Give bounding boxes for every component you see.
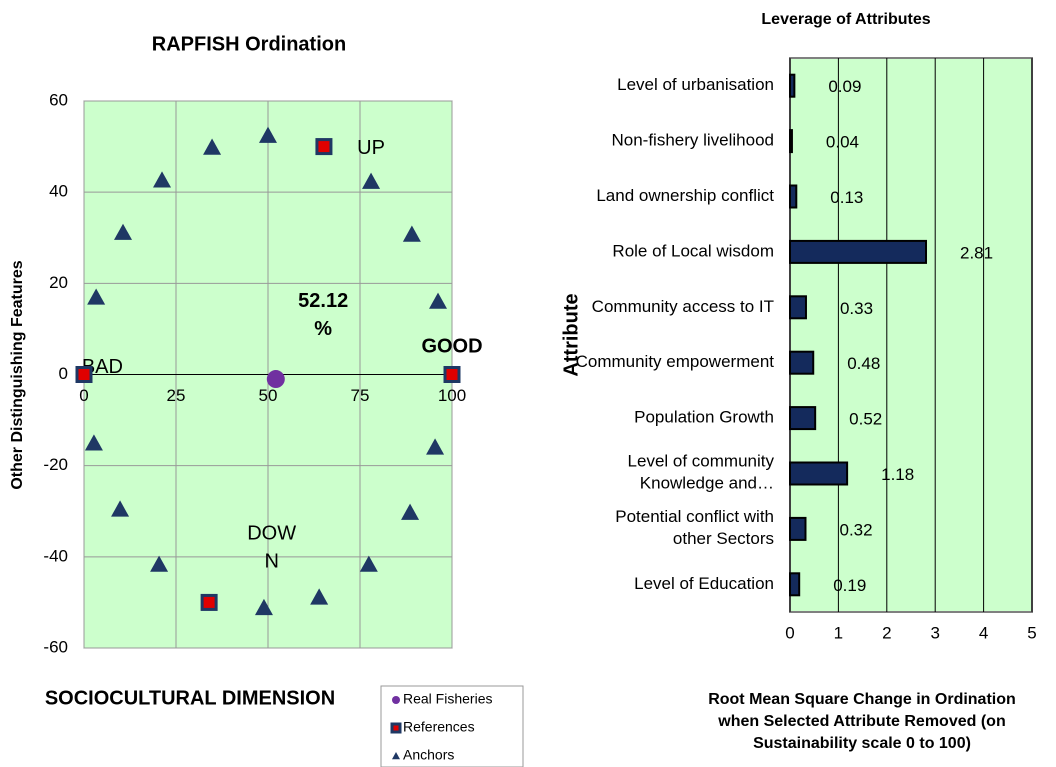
y-tick-label: Level of community Knowledge and… (628, 452, 775, 493)
point (150, 555, 169, 572)
value-label: 2.81 (960, 243, 993, 262)
y-tick-label: 60 (49, 90, 68, 109)
point (254, 598, 273, 616)
point (429, 292, 448, 309)
chart-title: RAPFISH Ordination (152, 33, 346, 55)
point (259, 126, 277, 143)
point (114, 223, 133, 240)
annotation: 52.12 (298, 290, 348, 312)
y-tick-label: Land ownership conflict (596, 186, 774, 205)
point (402, 225, 421, 242)
value-label: 0.04 (826, 133, 859, 152)
x-tick-label: 50 (259, 386, 278, 405)
bar (789, 461, 849, 486)
legend-marker (392, 752, 400, 760)
x-axis-label: Root Mean Square Change in Ordination (708, 691, 1016, 708)
annotation: DOW (247, 522, 296, 544)
x-tick-label: 25 (167, 386, 186, 405)
label-line: Level of community (628, 452, 775, 471)
point (84, 434, 103, 451)
y-tick-label: Non-fishery livelihood (611, 131, 774, 150)
y-tick-label: Level of Education (634, 574, 774, 593)
x-tick-label: 100 (438, 386, 466, 405)
annotation: GOOD (421, 335, 482, 357)
x-tick-label: 0 (79, 386, 88, 405)
point (362, 172, 381, 189)
y-tick-label: Level of urbanisation (617, 75, 774, 94)
legend-label: Real Fisheries (403, 691, 492, 707)
bar (789, 572, 801, 597)
annotation: UP (357, 137, 385, 159)
bar (789, 239, 928, 264)
point (203, 138, 222, 155)
bar (789, 73, 796, 98)
x-axis-label: SOCIOCULTURAL DIMENSION (45, 687, 335, 709)
point (310, 588, 329, 605)
y-tick-label: -20 (43, 455, 68, 474)
point (111, 500, 130, 517)
y-tick-label: Community access to IT (592, 297, 774, 316)
value-label: 0.19 (833, 576, 866, 595)
y-tick-label: -60 (43, 637, 68, 656)
x-tick-label: 0 (785, 623, 794, 642)
y-tick-label: Community empowerment (576, 352, 775, 371)
y-axis-label: Attribute (560, 293, 582, 376)
y-tick-label: 40 (49, 182, 68, 201)
x-axis-label: Sustainability scale 0 to 100) (753, 735, 971, 752)
annotation: N (264, 550, 278, 572)
annotation: % (314, 318, 332, 340)
label-line: Knowledge and… (640, 474, 774, 493)
y-tick-label: 20 (49, 273, 68, 292)
bar (789, 295, 807, 320)
x-axis-label: when Selected Attribute Removed (on (717, 713, 1005, 730)
x-tick-label: 75 (351, 386, 370, 405)
label-line: Potential conflict with (615, 507, 774, 526)
bar (789, 129, 793, 154)
point (426, 438, 445, 455)
point (443, 366, 461, 383)
bar (789, 184, 798, 209)
legend-marker (390, 722, 402, 734)
chart-title: Leverage of Attributes (761, 11, 930, 28)
point (266, 370, 285, 389)
point (401, 503, 420, 520)
point (200, 593, 218, 611)
legend-box (380, 685, 524, 767)
plot-area (789, 57, 1033, 613)
y-tick-label: Population Growth (634, 408, 774, 427)
y-tick-label: Potential conflict with other Sectors (615, 507, 774, 548)
point (359, 555, 378, 572)
value-label: 0.32 (839, 520, 872, 539)
value-label: 1.18 (881, 465, 914, 484)
y-tick-label: -40 (43, 546, 68, 565)
bar (789, 516, 807, 541)
point (315, 138, 333, 156)
y-tick-label: Role of Local wisdom (612, 241, 774, 260)
point (87, 288, 106, 305)
value-label: 0.48 (847, 354, 880, 373)
y-axis-label: Other Distinguishing Features (9, 260, 26, 489)
point (153, 171, 172, 188)
value-label: 0.33 (840, 299, 873, 318)
point (75, 366, 93, 383)
legend-marker (392, 696, 400, 704)
bar (789, 406, 817, 431)
bar (789, 350, 815, 375)
value-label: 0.09 (828, 77, 861, 96)
legend-label: References (403, 719, 475, 735)
x-tick-label: 1 (834, 623, 843, 642)
x-tick-label: 5 (1027, 623, 1036, 642)
value-label: 0.13 (830, 188, 863, 207)
value-label: 0.52 (849, 410, 882, 429)
x-tick-label: 2 (882, 623, 891, 642)
label-line: other Sectors (673, 529, 774, 548)
y-tick-label: 0 (59, 364, 68, 383)
x-tick-label: 3 (930, 623, 939, 642)
legend-label: Anchors (403, 747, 454, 763)
x-tick-label: 4 (979, 623, 988, 642)
